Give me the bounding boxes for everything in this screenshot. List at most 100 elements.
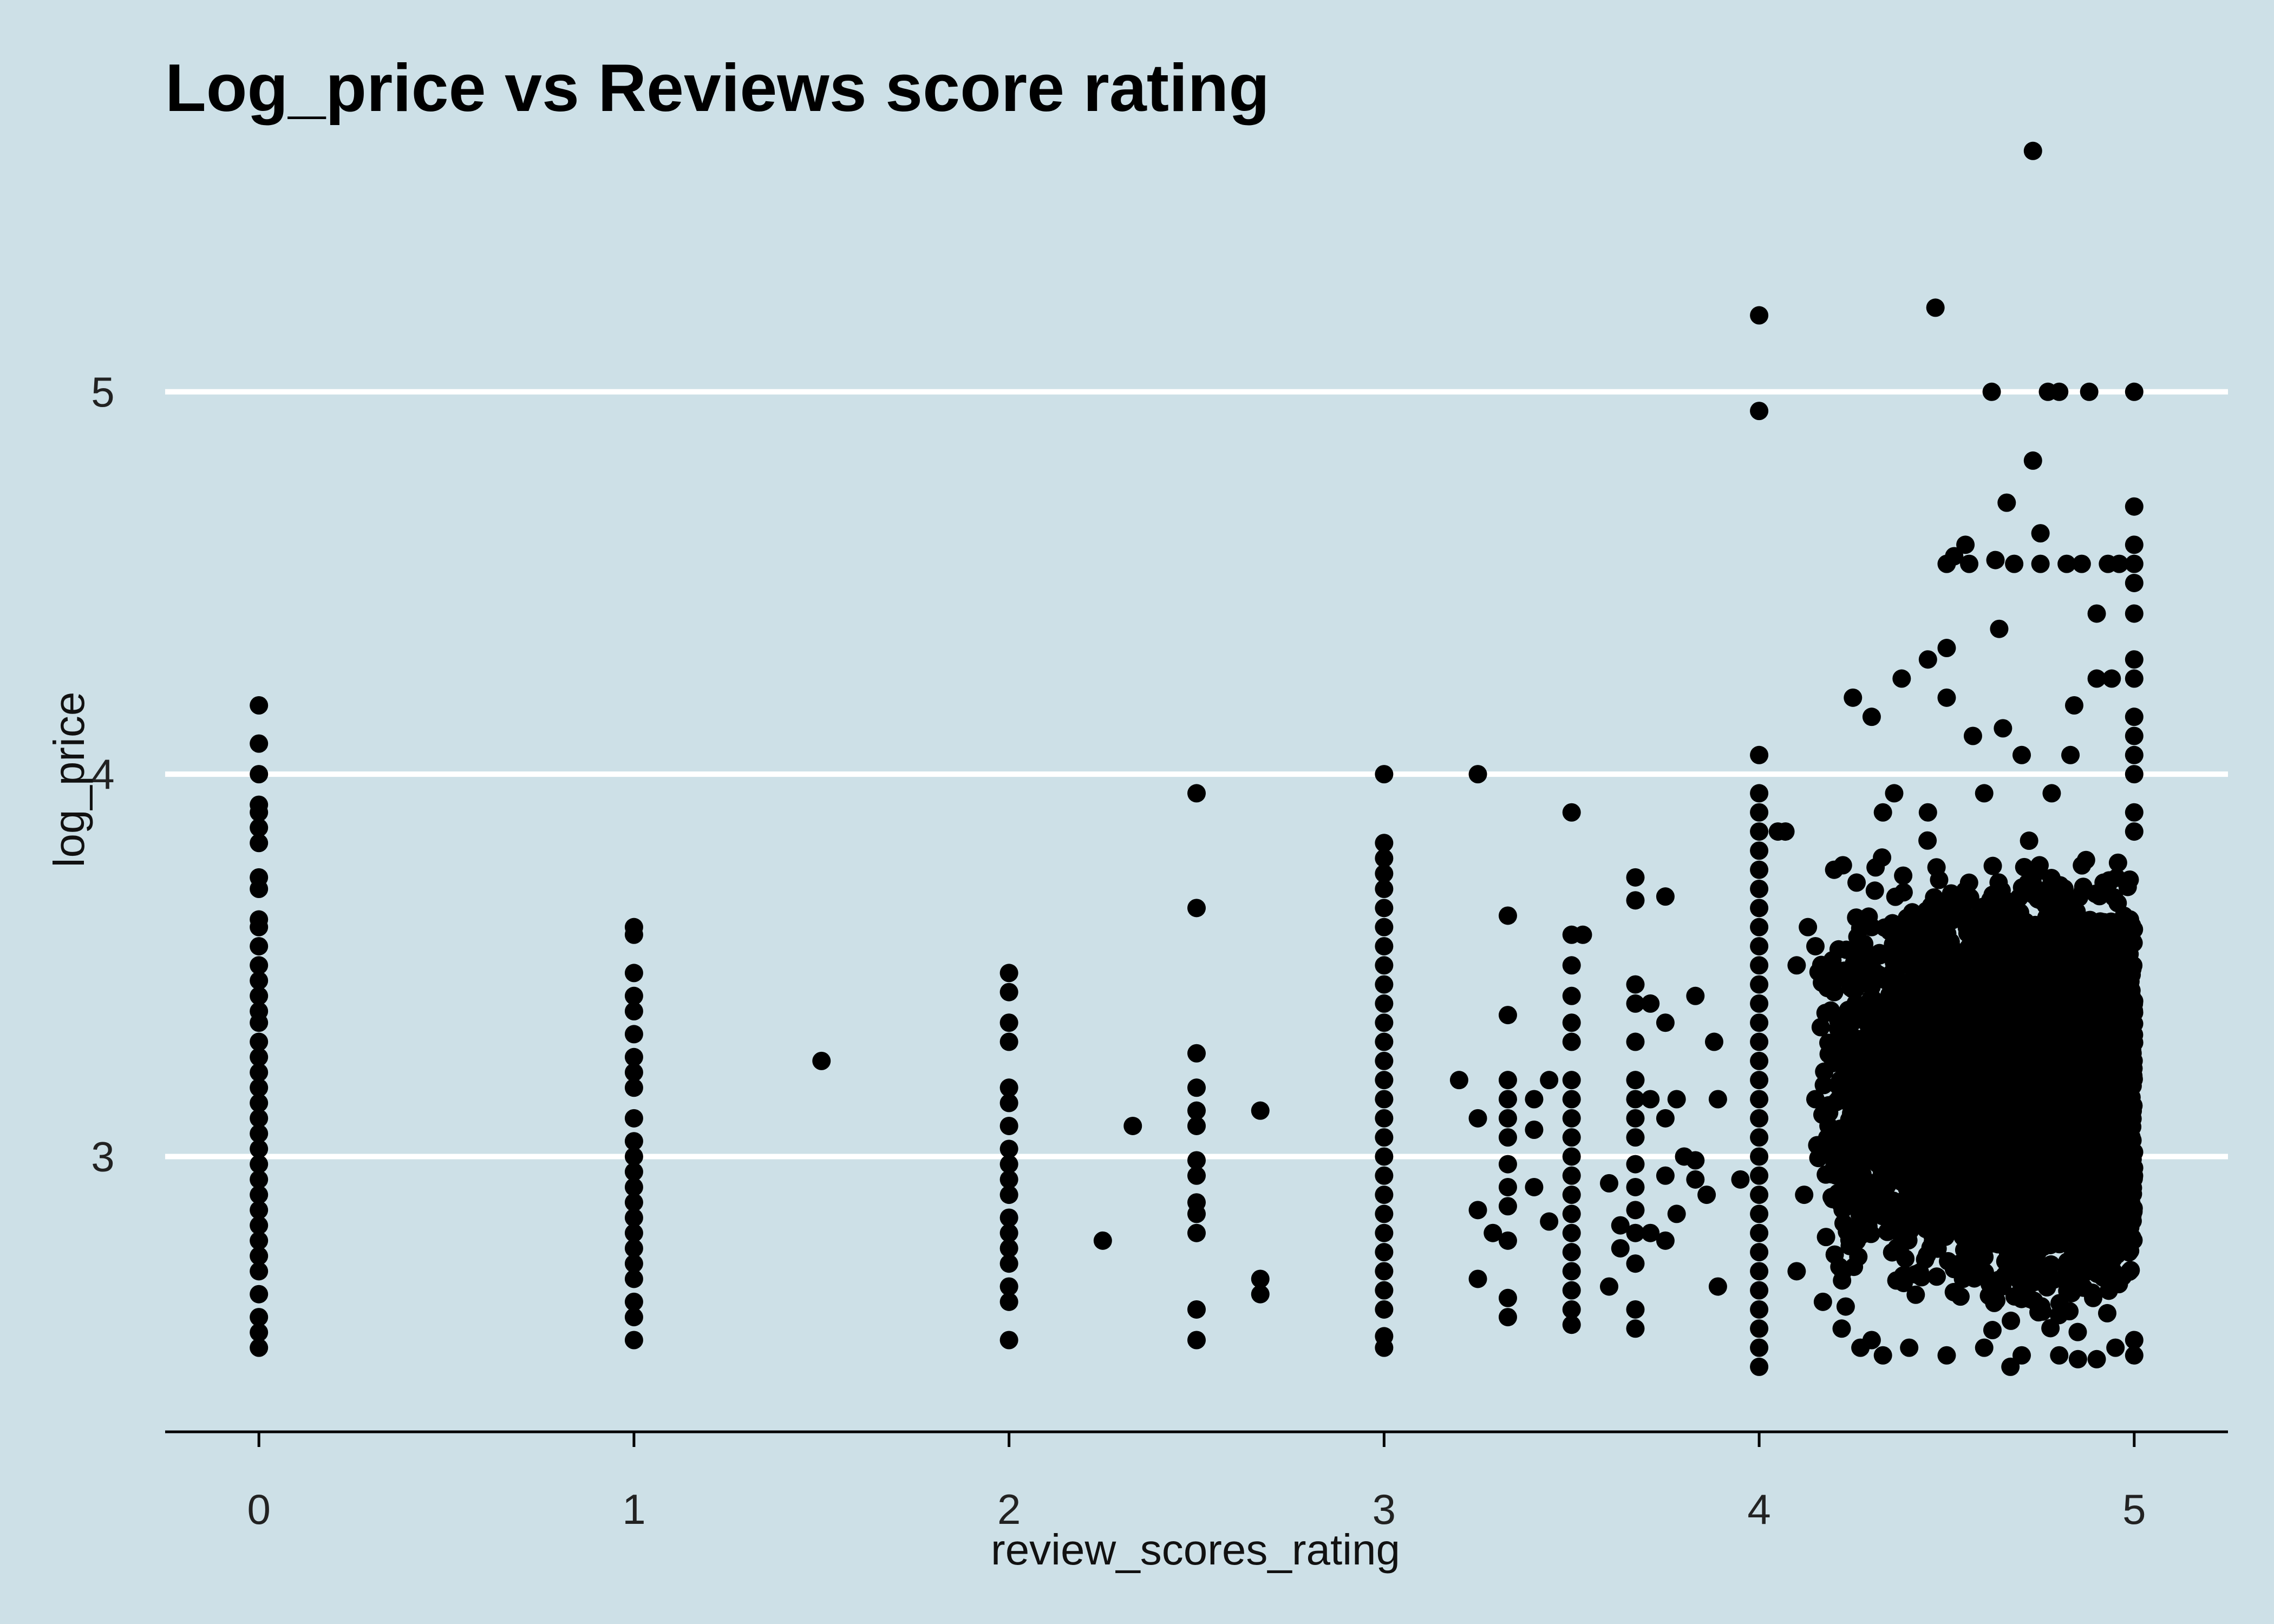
data-point [1885,943,1904,962]
data-point [1641,1223,1660,1242]
data-point [2031,554,2050,573]
data-point [1833,856,1852,875]
data-point [1809,962,1828,981]
data-point [250,937,269,955]
data-point [1776,822,1795,841]
data-point [624,1308,643,1327]
data-point [1894,916,1913,935]
data-point [250,1047,269,1066]
data-point [1611,1239,1630,1258]
data-point [812,1051,831,1070]
data-point [1843,962,1862,981]
data-point [1986,551,2005,569]
data-point [2125,803,2144,822]
data-point [1750,1300,1769,1319]
data-point [2005,554,2024,573]
data-point [1750,1186,1769,1204]
data-point [1187,784,1206,803]
data-point [624,1063,643,1082]
data-point [1525,1177,1544,1196]
data-point [1626,1128,1645,1147]
data-point [2023,862,2042,881]
data-point [1750,1013,1769,1032]
data-point [1894,866,1913,885]
data-point [2050,1346,2069,1365]
data-point [1562,1281,1581,1300]
data-point [1187,1101,1206,1120]
data-point [1187,1223,1206,1242]
data-point [1750,937,1769,955]
data-point [250,818,269,837]
data-point [250,1140,269,1158]
data-point [2087,604,2106,623]
data-point [1498,1288,1517,1307]
data-point [999,983,1018,1001]
data-point [2068,1322,2087,1341]
data-point [1750,899,1769,918]
data-point [1921,1238,1940,1257]
data-point [1498,1177,1517,1196]
data-point [1573,925,1592,944]
data-point [1750,1357,1769,1376]
data-point [1251,1285,1270,1304]
data-point [1862,1331,1881,1350]
data-point [1375,1262,1394,1281]
data-point [1375,1090,1394,1109]
data-point [1626,1223,1645,1242]
data-point [1375,1204,1394,1223]
data-point [2125,535,2144,554]
data-points [250,141,2144,1376]
data-point [1750,1338,1769,1357]
data-point [1375,1071,1394,1090]
data-point [1251,1101,1270,1120]
data-point [1375,1223,1394,1242]
data-point [1813,1292,1832,1311]
data-point [1626,1109,1645,1128]
data-point [1750,1147,1769,1166]
data-point [250,1109,269,1128]
data-point [1498,1155,1517,1174]
data-point [1930,870,1949,889]
data-point [1562,1243,1581,1262]
data-point [1093,1231,1112,1250]
data-point [1697,1186,1716,1204]
data-point [1187,1078,1206,1097]
data-point [1375,1109,1394,1128]
data-point [250,1201,269,1220]
data-point [624,1025,643,1044]
data-point [2108,853,2127,872]
data-point [1468,1109,1487,1128]
data-point [1525,1121,1544,1140]
data-point [1906,1285,1925,1304]
data-point [250,1308,269,1327]
data-point [2094,873,2113,892]
data-point [624,1193,643,1212]
data-point [624,1147,643,1166]
data-point [1449,1071,1468,1090]
data-point [1818,979,1837,998]
data-point [1750,402,1769,421]
data-point [1937,688,1956,707]
data-point [1498,1308,1517,1327]
data-point [624,925,643,944]
data-point [250,1032,269,1051]
data-point [1869,1204,1888,1223]
data-point [999,964,1018,983]
data-point [1375,956,1394,975]
data-point [2106,1338,2125,1357]
data-point [1562,986,1581,1005]
data-point [2125,1331,2144,1350]
data-point [1187,1151,1206,1170]
data-point [1836,1297,1855,1316]
data-point [1750,1262,1769,1281]
data-point [250,1338,269,1357]
data-point [1626,1071,1645,1090]
data-point [1892,669,1911,688]
data-point [1983,856,2002,875]
data-point [250,880,269,899]
data-point [1686,986,1705,1005]
data-point [2120,910,2139,929]
data-point [624,1047,643,1066]
data-point [1990,619,2009,638]
